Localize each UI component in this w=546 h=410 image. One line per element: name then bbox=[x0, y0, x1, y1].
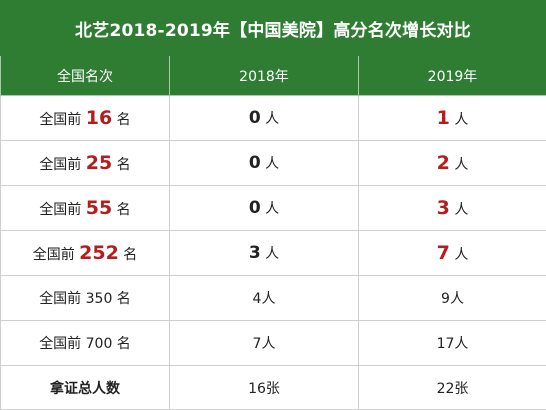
total-2018: 16张 bbox=[170, 366, 359, 410]
count-2019: 17人 bbox=[359, 321, 546, 366]
count-2019: 1 人 bbox=[359, 96, 546, 141]
count-2019: 9人 bbox=[359, 276, 546, 321]
rank-number: 252 bbox=[79, 242, 119, 264]
header-row: 全国名次 2018年 2019年 bbox=[1, 56, 546, 96]
header-2018: 2018年 bbox=[170, 56, 359, 96]
rank-cell: 全国前 252 名 bbox=[1, 231, 170, 276]
table-row: 全国前 16 名 0 人 1 人 bbox=[1, 96, 546, 141]
total-label: 拿证总人数 bbox=[1, 366, 170, 410]
table-row: 全国前 25 名 0 人 2 人 bbox=[1, 141, 546, 186]
count-2018: 7人 bbox=[170, 321, 359, 366]
total-2019: 22张 bbox=[359, 366, 546, 410]
header-rank: 全国名次 bbox=[1, 56, 170, 96]
table-row: 全国前 700 名 7人 17人 bbox=[1, 321, 546, 366]
count-2018: 0 人 bbox=[170, 186, 359, 231]
count-2019: 2 人 bbox=[359, 141, 546, 186]
rank-cell: 全国前 700 名 bbox=[1, 321, 170, 366]
rank-cell: 全国前 16 名 bbox=[1, 96, 170, 141]
rank-number: 16 bbox=[86, 107, 112, 129]
rank-number: 25 bbox=[86, 152, 112, 174]
rank-number: 55 bbox=[86, 197, 112, 219]
rank-cell: 全国前 350 名 bbox=[1, 276, 170, 321]
count-2019: 7 人 bbox=[359, 231, 546, 276]
count-2018: 3 人 bbox=[170, 231, 359, 276]
total-row: 拿证总人数 16张 22张 bbox=[1, 366, 546, 410]
rank-cell: 全国前 25 名 bbox=[1, 141, 170, 186]
table-title: 北艺2018-2019年【中国美院】高分名次增长对比 bbox=[0, 0, 546, 56]
rank-cell: 全国前 55 名 bbox=[1, 186, 170, 231]
count-2019: 3 人 bbox=[359, 186, 546, 231]
count-2018: 0 人 bbox=[170, 96, 359, 141]
table-row: 全国前 252 名 3 人 7 人 bbox=[1, 231, 546, 276]
header-2019: 2019年 bbox=[359, 56, 546, 96]
comparison-table: 全国名次 2018年 2019年 全国前 16 名 0 人 1 人 全国前 25… bbox=[0, 56, 546, 410]
table-row: 全国前 350 名 4人 9人 bbox=[1, 276, 546, 321]
count-2018: 4人 bbox=[170, 276, 359, 321]
count-2018: 0 人 bbox=[170, 141, 359, 186]
table-row: 全国前 55 名 0 人 3 人 bbox=[1, 186, 546, 231]
